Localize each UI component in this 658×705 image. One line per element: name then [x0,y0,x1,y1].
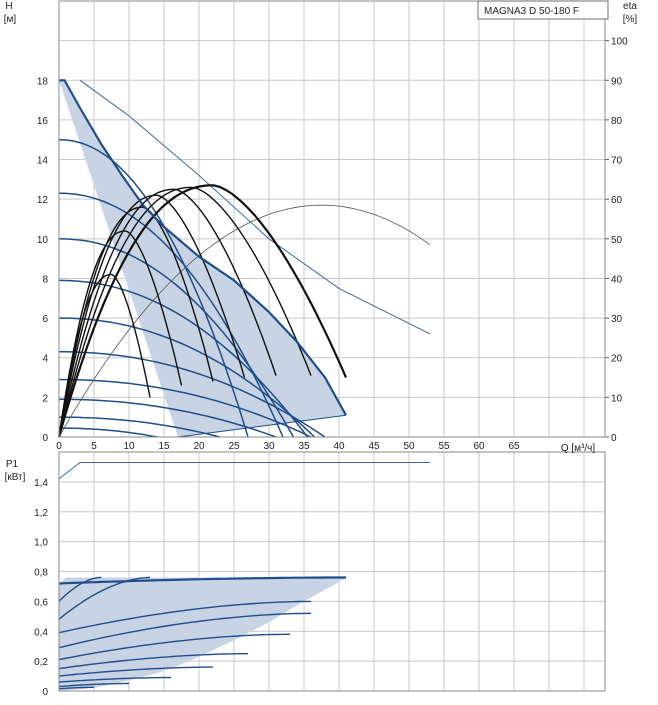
efficiency-reference-curve [58,204,431,438]
power-reference-curve [58,462,430,480]
curve-layer [57,79,431,690]
y2-tick-label: 70 [611,156,623,167]
x-tick-label: 15 [158,441,170,452]
power-curve [58,576,150,620]
y2-tick-label: 90 [611,76,623,87]
y-tick-label: 6 [42,314,48,325]
x-tick-label: 20 [193,441,205,452]
p-axis-title: P1 [6,459,19,470]
p-tick-label: 0,4 [34,627,48,638]
y2-tick-label: 0 [611,433,617,444]
p-tick-label: 1,0 [34,538,48,549]
y2-axis-title: eta [623,1,637,12]
y2-tick-label: 40 [611,274,623,285]
speed-curve [59,317,316,438]
chart-frames [58,0,609,692]
operating-regions [59,80,346,691]
x-axis-title: Q [м³/ч] [561,443,596,454]
power-region [59,577,346,691]
y-tick-label: 2 [42,393,48,404]
x-tick-label: 60 [473,441,485,452]
speed-curve [58,398,277,438]
power-curve [58,666,213,677]
p-tick-label: 0,2 [34,657,48,668]
speed-curve [58,192,284,438]
y2-tick-label: 50 [611,235,623,246]
efficiency-curve [58,206,214,438]
title-box-group: MAGNA3 D 50-180 F [477,0,609,20]
head-chart-frame [58,0,606,438]
power-curve [58,676,171,683]
power-curve [58,576,346,585]
speed-curve [58,378,312,438]
power-curve [58,576,101,602]
y2-tick-label: 30 [611,314,623,325]
y2-tick-label: 60 [611,195,623,206]
x-tick-label: 10 [123,441,135,452]
y-tick-label: 12 [37,195,49,206]
efficiency-curve [58,186,312,438]
p-tick-label: 0 [42,687,48,698]
y-tick-label: 0 [42,433,48,444]
x-tick-label: 50 [403,441,415,452]
p-tick-label: 1,2 [34,508,48,519]
efficiency-curve [58,188,277,438]
power-curve [58,682,129,688]
power-curve [58,686,94,690]
x-tick-label: 55 [438,441,450,452]
operating-region [59,80,346,438]
power-curve [58,600,311,634]
y-tick-label: 18 [37,76,49,87]
speed-curve [59,427,158,438]
y2-tick-label: 10 [611,393,623,404]
y-tick-label: 16 [37,116,49,127]
y-axis-unit: [м] [4,14,17,25]
x-tick-label: 40 [333,441,345,452]
y2-axis-unit: [%] [623,14,638,25]
y-tick-label: 4 [42,354,48,365]
x-tick-label: 30 [263,441,275,452]
power-chart-frame [58,451,606,692]
y2-tick-label: 80 [611,116,623,127]
speed-curve [59,416,221,438]
power-curve [58,612,312,649]
y-tick-label: 14 [37,156,49,167]
system-curve [79,79,431,335]
axis-labels: 0 5 10 15 20 25 30 35 40 45 50 55 60 65 0 2 4 6 8 10 12 14 16 1… [4,1,638,698]
x-tick-label: 25 [228,441,240,452]
power-curve [58,633,291,661]
y2-tick-label: 100 [611,37,628,48]
x-tick-label: 0 [56,441,62,452]
efficiency-curve [58,273,151,438]
efficiency-curve [58,230,183,438]
x-tick-label: 45 [368,441,380,452]
p-tick-label: 0,8 [34,568,48,579]
p-axis-unit: [кВт] [5,472,26,483]
title-box [477,0,609,20]
p-tick-label: 0,6 [34,597,48,608]
y-tick-label: 8 [42,274,48,285]
speed-curve [58,138,249,438]
p-tick-label: 1,4 [34,478,48,489]
max-head-curve [59,79,347,416]
y-axis-title: H [5,1,12,12]
y2-tick-label: 20 [611,354,623,365]
power-curve [58,653,248,670]
x-tick-label: 5 [91,441,97,452]
x-tick-label: 65 [508,441,520,452]
efficiency-curve [57,184,348,438]
chart-title: MAGNA3 D 50-180 F [484,6,579,17]
speed-curve [59,351,326,438]
x-tick-label: 35 [298,441,310,452]
y-tick-label: 10 [37,235,49,246]
